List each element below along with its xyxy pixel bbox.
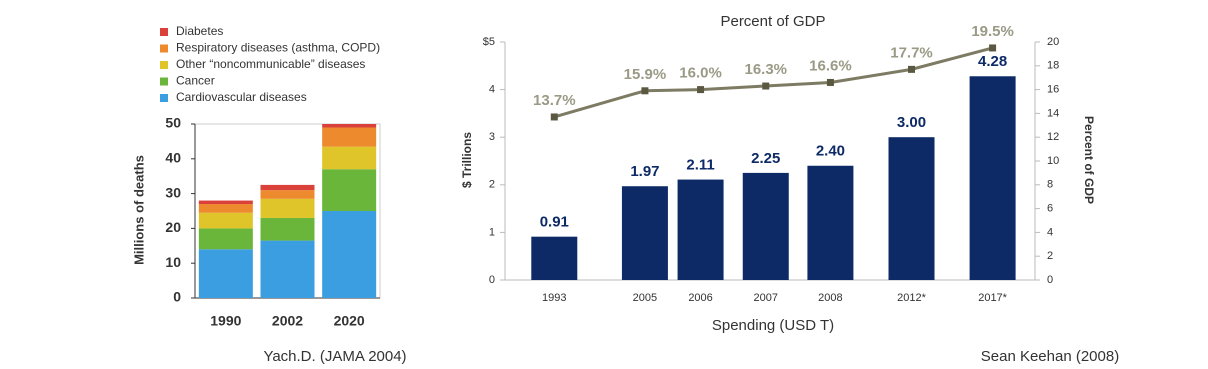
bar-segment bbox=[198, 228, 253, 250]
data-label: 2.11 bbox=[686, 157, 714, 174]
y-tick-label: 40 bbox=[165, 150, 181, 166]
x-tick-label: 2020 bbox=[334, 313, 365, 329]
line-marker bbox=[826, 78, 834, 86]
y-tick-label: 50 bbox=[165, 115, 181, 131]
data-label: 15.9% bbox=[624, 66, 667, 83]
y-axis-label: $ Trillions bbox=[460, 132, 474, 188]
x-axis-label: Spending (USD T) bbox=[712, 317, 834, 334]
x-tick-label: 2007 bbox=[754, 292, 778, 304]
legend-label: Other “noncommunicable” diseases bbox=[176, 57, 365, 71]
bar bbox=[888, 137, 935, 280]
x-tick-label: 2017* bbox=[978, 292, 1007, 304]
bar-segment bbox=[198, 249, 253, 298]
y2-tick-label: 6 bbox=[1047, 203, 1053, 215]
y-tick-label: $5 bbox=[483, 36, 495, 48]
y2-tick-label: 8 bbox=[1047, 179, 1053, 191]
x-tick-label: 2012* bbox=[897, 292, 926, 304]
bar-segment bbox=[260, 240, 315, 298]
y2-axis-label: Percent of GDP bbox=[1082, 116, 1096, 204]
y2-tick-label: 16 bbox=[1047, 84, 1059, 96]
line-marker bbox=[550, 113, 558, 121]
data-label: 16.0% bbox=[679, 65, 722, 82]
y-tick-label: 2 bbox=[489, 179, 495, 191]
y-tick-label: 1 bbox=[489, 226, 495, 238]
legend-swatch bbox=[160, 77, 168, 86]
bar-segment bbox=[322, 146, 377, 170]
y-tick-label: 0 bbox=[173, 289, 181, 305]
bar bbox=[807, 165, 854, 280]
legend-label: Respiratory diseases (asthma, COPD) bbox=[176, 41, 380, 55]
legend-label: Diabetes bbox=[176, 24, 223, 38]
data-label: 2.25 bbox=[751, 150, 780, 167]
bar-segment bbox=[198, 212, 253, 229]
data-label: 13.7% bbox=[533, 92, 576, 109]
bar-segment bbox=[322, 124, 377, 128]
y-axis-label: Millions of deaths bbox=[131, 155, 146, 265]
line-marker bbox=[762, 82, 770, 90]
legend-swatch bbox=[160, 28, 168, 36]
bar-segment bbox=[260, 190, 315, 199]
x-tick-label: 2002 bbox=[272, 313, 303, 329]
y2-tick-label: 18 bbox=[1047, 60, 1059, 72]
bar-segment bbox=[198, 200, 253, 205]
y2-tick-label: 14 bbox=[1047, 107, 1059, 119]
y2-tick-label: 4 bbox=[1047, 226, 1053, 238]
bar bbox=[969, 76, 1016, 280]
line-marker bbox=[697, 86, 705, 94]
y-tick-label: 3 bbox=[489, 131, 495, 143]
bar-segment bbox=[322, 127, 377, 147]
bar bbox=[677, 179, 724, 280]
y2-tick-label: 20 bbox=[1047, 36, 1059, 48]
legend-label: Cardiovascular diseases bbox=[176, 90, 307, 104]
data-label: 16.6% bbox=[809, 57, 852, 74]
x-tick-label: 2006 bbox=[688, 292, 712, 304]
bar-segment bbox=[260, 184, 315, 191]
source: Yach.D. (JAMA 2004) bbox=[263, 348, 406, 365]
y2-tick-label: 0 bbox=[1047, 274, 1053, 286]
x-tick-label: 2008 bbox=[818, 292, 842, 304]
line-marker bbox=[908, 65, 916, 73]
bar bbox=[531, 236, 578, 280]
bar-segment bbox=[260, 217, 315, 241]
bar bbox=[621, 186, 668, 280]
data-label: 17.7% bbox=[890, 44, 933, 61]
y-tick-label: 0 bbox=[489, 274, 495, 286]
data-label: 0.91 bbox=[540, 214, 569, 231]
bar bbox=[742, 172, 789, 280]
y2-tick-label: 2 bbox=[1047, 250, 1053, 262]
y2-tick-label: 12 bbox=[1047, 131, 1059, 143]
line-marker bbox=[641, 87, 649, 95]
chart-title: Percent of GDP bbox=[720, 13, 825, 30]
x-tick-label: 1990 bbox=[210, 313, 241, 329]
y2-tick-label: 10 bbox=[1047, 155, 1059, 167]
data-label: 2.40 bbox=[816, 143, 845, 160]
y-tick-label: 4 bbox=[489, 84, 495, 96]
y-tick-label: 30 bbox=[165, 184, 181, 200]
data-label: 16.3% bbox=[744, 61, 787, 78]
legend-swatch bbox=[160, 44, 168, 53]
x-tick-label: 2005 bbox=[633, 292, 657, 304]
x-tick-label: 1993 bbox=[542, 292, 566, 304]
bar-segment bbox=[198, 204, 253, 213]
legend-label: Cancer bbox=[176, 74, 215, 88]
bar-segment bbox=[260, 198, 315, 218]
bar-segment bbox=[322, 211, 377, 298]
data-label: 19.5% bbox=[971, 23, 1014, 40]
bar-segment bbox=[322, 169, 377, 211]
legend-swatch bbox=[160, 94, 168, 102]
line-marker bbox=[989, 44, 997, 52]
data-label: 4.28 bbox=[978, 53, 1007, 70]
source: Sean Keehan (2008) bbox=[981, 348, 1119, 365]
legend-swatch bbox=[160, 61, 168, 69]
data-label: 3.00 bbox=[897, 114, 926, 131]
y-tick-label: 10 bbox=[165, 254, 181, 270]
y-tick-label: 20 bbox=[165, 219, 181, 235]
data-label: 1.97 bbox=[630, 163, 659, 180]
